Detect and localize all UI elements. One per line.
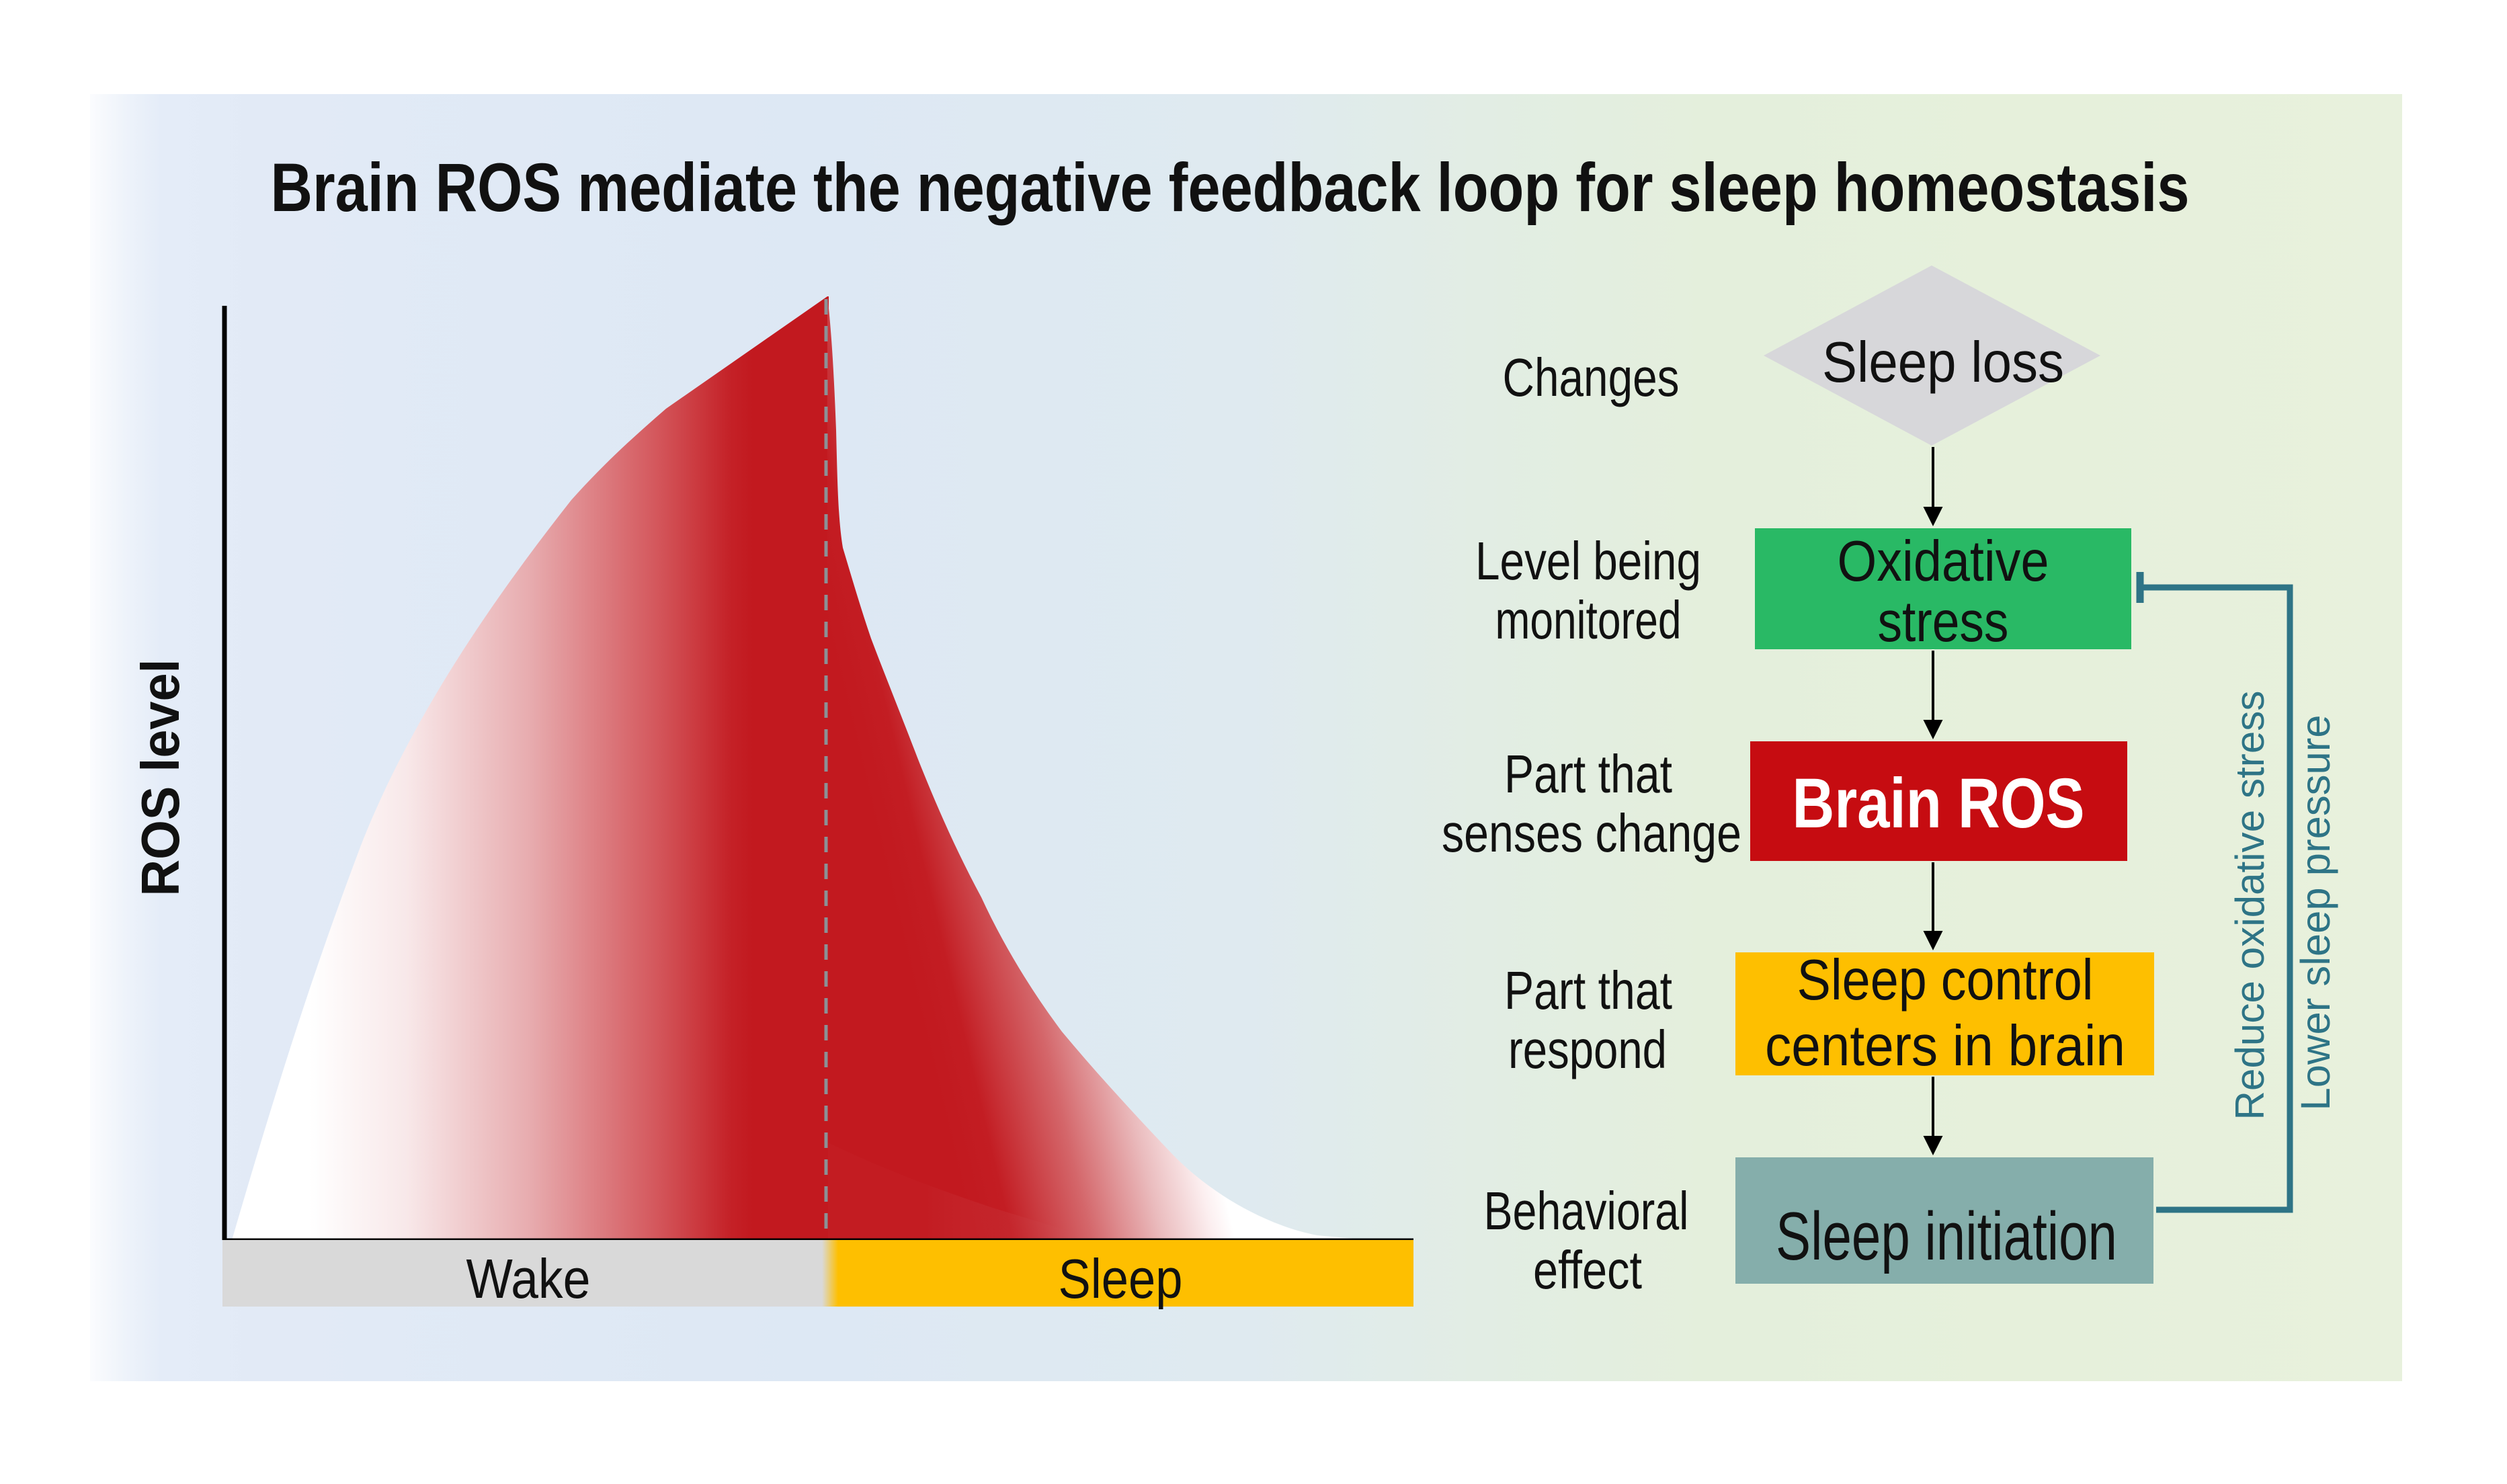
svg-text:Reduce oxidative stress: Reduce oxidative stress xyxy=(2227,691,2272,1120)
svg-text:monitored: monitored xyxy=(1495,590,1682,650)
svg-text:Changes: Changes xyxy=(1503,347,1680,407)
svg-text:Wake: Wake xyxy=(466,1247,591,1310)
svg-text:Oxidative: Oxidative xyxy=(1838,530,2049,593)
svg-text:centers in brain: centers in brain xyxy=(1765,1014,2125,1078)
svg-text:Brain ROS mediate the negative: Brain ROS mediate the negative feedback … xyxy=(271,149,2190,226)
svg-text:effect: effect xyxy=(1533,1240,1642,1300)
svg-text:Sleep: Sleep xyxy=(1059,1247,1183,1310)
svg-text:Part that: Part that xyxy=(1504,960,1672,1020)
svg-text:Sleep control: Sleep control xyxy=(1797,948,2094,1012)
svg-text:Lower sleep pressure: Lower sleep pressure xyxy=(2293,715,2338,1111)
svg-text:Sleep loss: Sleep loss xyxy=(1822,331,2064,395)
svg-text:respond: respond xyxy=(1508,1020,1667,1079)
svg-text:Level being: Level being xyxy=(1475,531,1701,591)
svg-text:stress: stress xyxy=(1878,590,2009,654)
svg-text:Part that: Part that xyxy=(1504,744,1672,804)
svg-text:ROS level: ROS level xyxy=(130,659,190,897)
svg-text:Behavioral: Behavioral xyxy=(1484,1181,1689,1241)
svg-text:Sleep initiation: Sleep initiation xyxy=(1776,1199,2117,1274)
svg-text:Brain ROS: Brain ROS xyxy=(1793,764,2085,843)
svg-text:senses change: senses change xyxy=(1442,803,1741,863)
